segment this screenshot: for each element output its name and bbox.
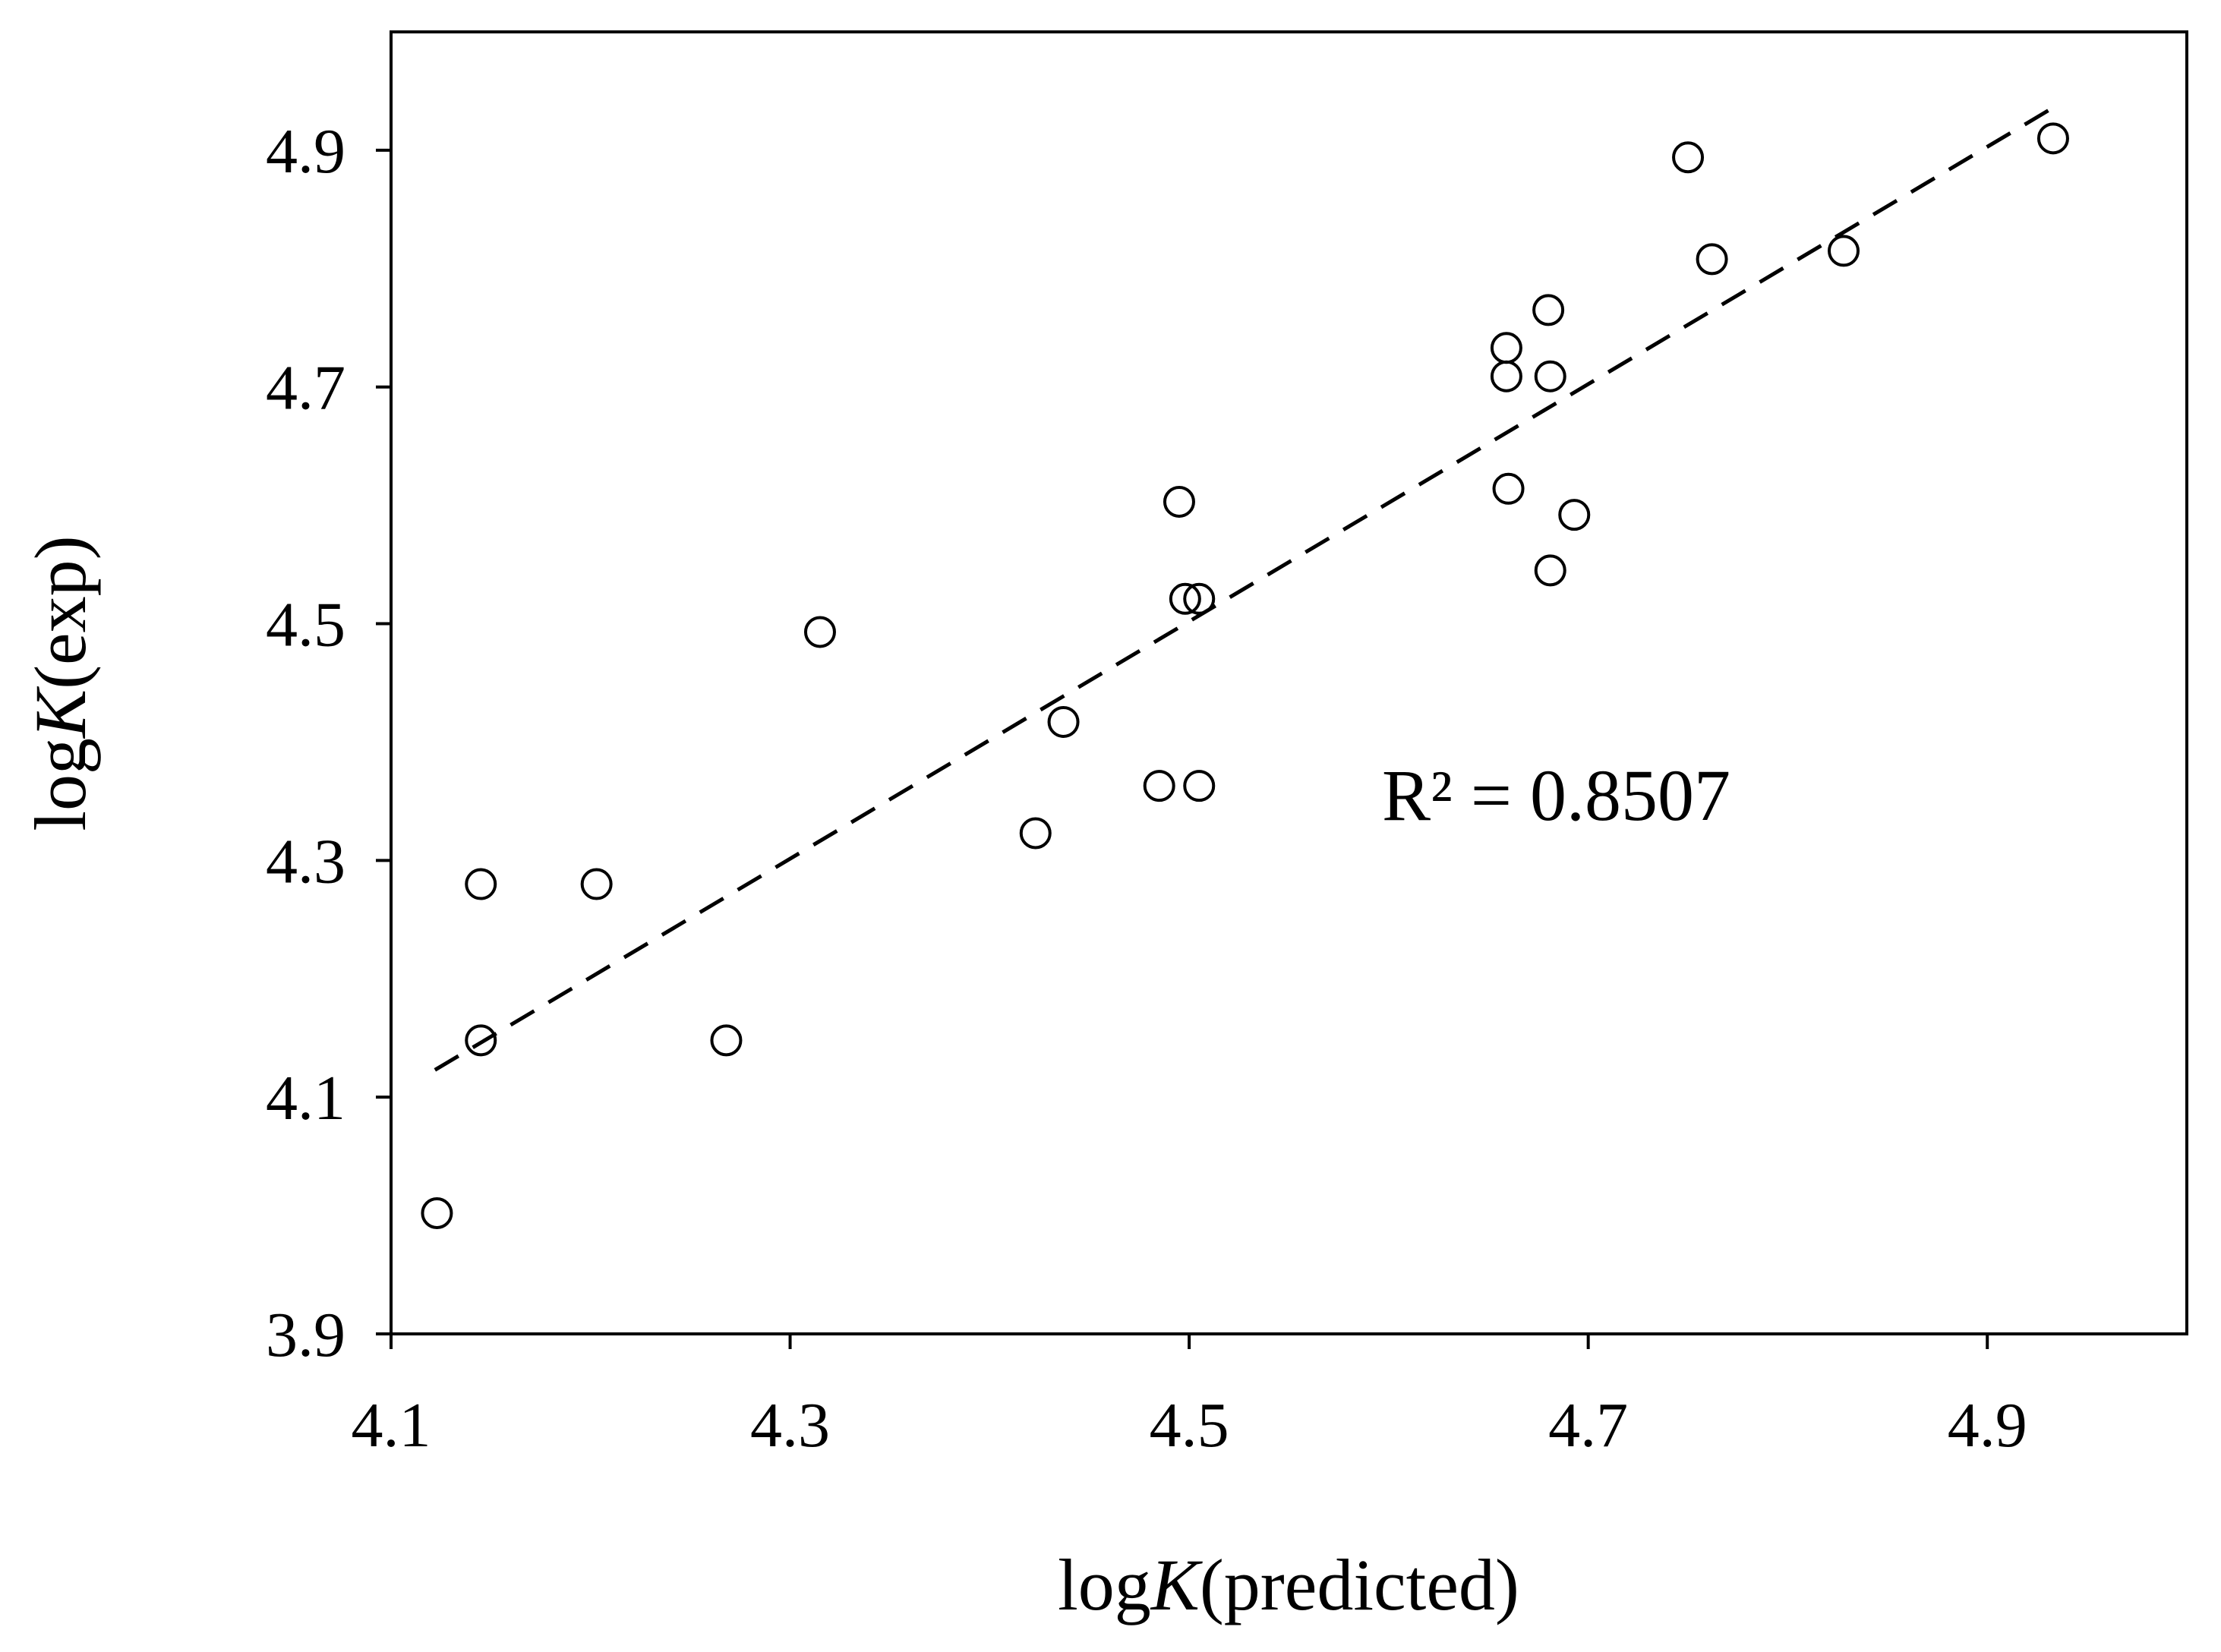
data-point xyxy=(421,1196,453,1229)
trendline-layer xyxy=(434,107,2052,1072)
data-point xyxy=(1490,332,1522,364)
data-point xyxy=(1558,499,1591,531)
data-point xyxy=(1047,705,1080,738)
data-point xyxy=(465,1024,497,1057)
data-point xyxy=(1183,770,1216,802)
x-tick-label: 4.1 xyxy=(352,1390,431,1461)
plot-frame xyxy=(390,30,2188,1335)
data-point xyxy=(1534,360,1566,393)
x-tick-label: 4.3 xyxy=(750,1390,830,1461)
data-point xyxy=(1828,235,1860,267)
data-point xyxy=(1490,360,1522,393)
x-axis-title: logK(predicted) xyxy=(1058,1544,1519,1625)
y-axis-title-italic: K xyxy=(20,686,101,739)
r-squared-annotation: R² = 0.8507 xyxy=(1382,755,1730,836)
x-axis-title-prefix: log xyxy=(1058,1544,1151,1625)
data-points xyxy=(421,122,2069,1229)
y-axis-title: logK(exp) xyxy=(20,535,101,831)
data-point xyxy=(465,868,497,900)
data-point xyxy=(1492,472,1525,505)
data-point xyxy=(1143,770,1175,802)
y-axis-title-prefix: log xyxy=(20,738,101,831)
y-axis-ticks: 3.9 4.1 4.3 4.5 4.7 4.9 xyxy=(266,116,391,1370)
data-point xyxy=(710,1024,743,1057)
trendline xyxy=(434,107,2052,1072)
x-tick-label: 4.7 xyxy=(1548,1390,1628,1461)
x-axis-title-suffix: (predicted) xyxy=(1200,1544,1519,1625)
y-tick-label: 4.7 xyxy=(266,353,345,424)
x-axis-ticks: 4.1 4.3 4.5 4.7 4.9 xyxy=(352,1334,2027,1461)
data-point xyxy=(1183,582,1216,615)
x-tick-label: 4.9 xyxy=(1948,1390,2027,1461)
y-tick-label: 3.9 xyxy=(266,1300,345,1370)
data-point xyxy=(2036,122,2069,155)
y-tick-label: 4.3 xyxy=(266,826,345,897)
y-tick-label: 4.9 xyxy=(266,116,345,187)
data-point xyxy=(1672,141,1705,174)
y-tick-label: 4.1 xyxy=(266,1063,345,1133)
data-point xyxy=(1696,243,1728,276)
data-point xyxy=(580,868,613,900)
data-point xyxy=(1534,554,1566,587)
data-point xyxy=(803,616,836,648)
data-point xyxy=(1532,294,1565,326)
y-axis-title-suffix: (exp) xyxy=(20,535,101,689)
x-axis-title-italic: K xyxy=(1150,1544,1204,1625)
data-point xyxy=(1163,485,1195,518)
data-point xyxy=(1019,817,1052,850)
y-tick-label: 4.5 xyxy=(266,590,345,660)
x-tick-label: 4.5 xyxy=(1150,1390,1229,1461)
data-point xyxy=(1169,582,1201,615)
